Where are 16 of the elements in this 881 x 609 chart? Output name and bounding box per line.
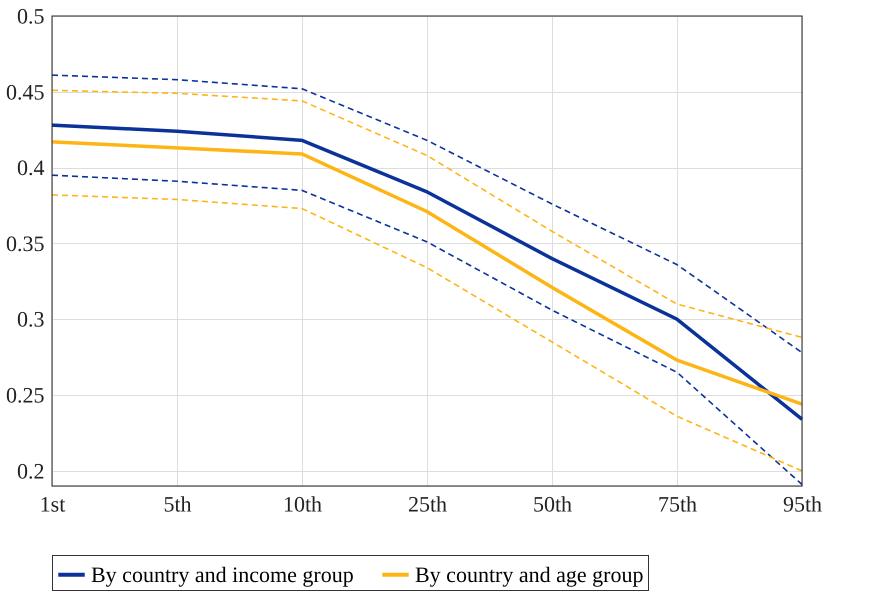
x-tick-label: 5th: [163, 492, 192, 516]
y-tick-label: 0.2: [17, 458, 44, 484]
x-tick-label: 1st: [40, 492, 66, 516]
y-tick-label: 0.25: [6, 382, 44, 408]
legend-label: By country and age group: [415, 562, 644, 587]
y-tick-label: 0.5: [17, 4, 44, 28]
y-tick-label: 0.4: [17, 155, 44, 180]
y-tick-label: 0.45: [6, 79, 44, 104]
x-tick-label: 25th: [408, 492, 448, 516]
legend-label: By country and income group: [91, 562, 354, 587]
y-tick-label: 0.3: [17, 306, 44, 332]
y-tick-label: 0.35: [6, 230, 44, 256]
x-tick-label: 50th: [532, 492, 572, 516]
x-tick-label: 95th: [782, 492, 822, 516]
x-tick-label: 75th: [658, 492, 698, 516]
x-tick-label: 10th: [282, 492, 322, 516]
